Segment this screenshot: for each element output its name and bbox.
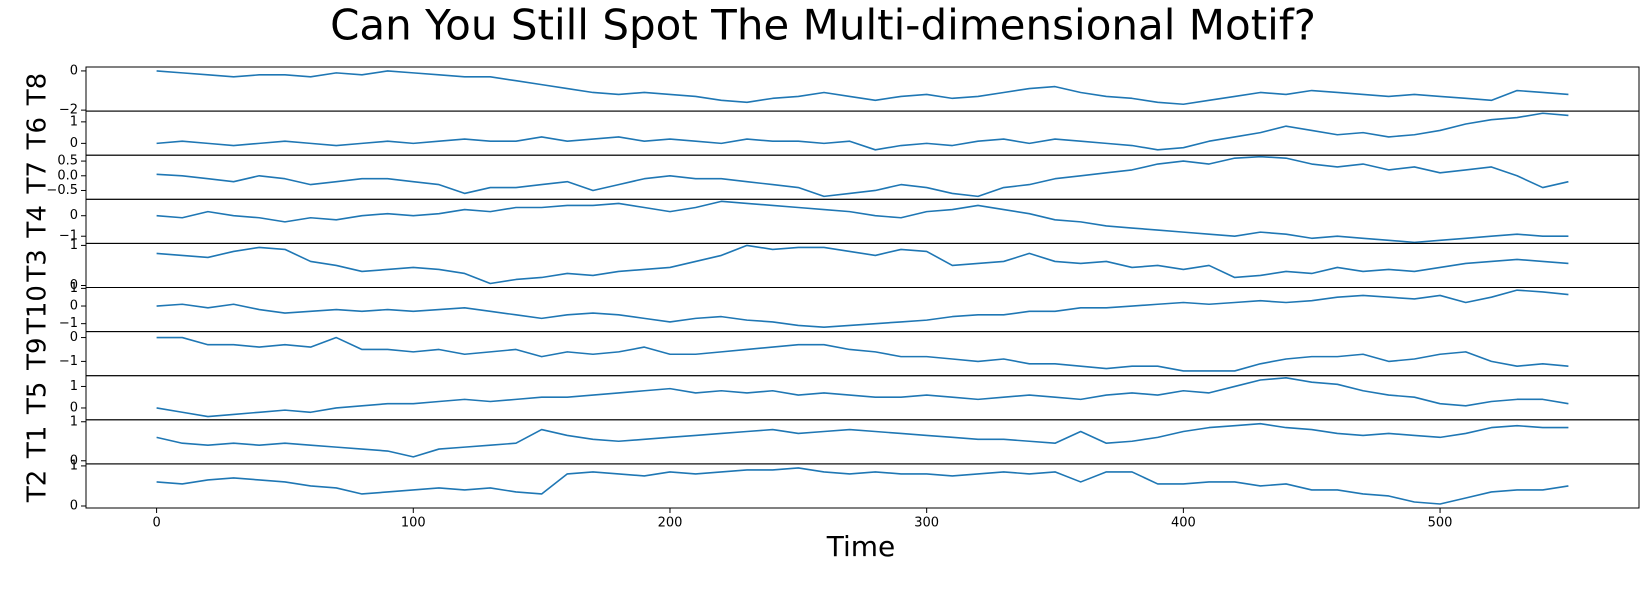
y-tick-label: 0 <box>70 63 78 78</box>
series-line <box>156 112 1569 151</box>
y-axis-label: T3 <box>23 249 53 282</box>
y-axis-label: T10 <box>23 285 53 335</box>
y-tick-label: 0 <box>70 453 78 468</box>
series-line <box>156 422 1569 458</box>
series-line <box>156 377 1569 418</box>
y-tick-label: 0 <box>70 136 78 151</box>
series-line <box>156 336 1569 372</box>
y-axis-label: T8 <box>23 73 53 106</box>
x-tick-label: 100 <box>401 516 426 531</box>
series-line <box>156 244 1569 285</box>
series-line <box>156 289 1569 328</box>
y-axis-label: T9 <box>23 337 53 370</box>
y-tick-label: −0.5 <box>46 183 78 198</box>
panel-frame <box>85 331 1640 377</box>
panel-frame <box>85 198 1640 244</box>
series-line <box>156 200 1569 244</box>
y-tick-label: 1 <box>70 114 78 129</box>
x-tick-label: 300 <box>914 516 939 531</box>
y-tick-label: 1 <box>70 379 78 394</box>
x-tick-label: 0 <box>152 516 160 531</box>
y-tick-label: 1 <box>70 414 78 429</box>
y-tick-label: 0 <box>70 330 78 345</box>
y-tick-label: 0.0 <box>57 168 78 183</box>
y-tick-label: −2 <box>59 103 78 118</box>
y-tick-label: 0 <box>70 498 78 513</box>
panel-frame <box>85 66 1640 112</box>
panel-frame <box>85 110 1640 156</box>
y-tick-label: 0 <box>70 208 78 223</box>
panel-frame <box>85 463 1640 509</box>
y-tick-label: 0 <box>70 278 78 293</box>
y-tick-label: 1 <box>70 458 78 473</box>
x-tick-label: 400 <box>1171 516 1196 531</box>
y-axis-label: T5 <box>23 382 53 415</box>
y-tick-label: −1 <box>59 316 78 331</box>
y-axis-label: T1 <box>23 426 53 459</box>
y-tick-label: 0 <box>70 299 78 314</box>
y-axis-label: T2 <box>23 470 53 503</box>
y-tick-label: −1 <box>59 229 78 244</box>
y-tick-label: −1 <box>59 354 78 369</box>
panel-frame <box>85 419 1640 465</box>
y-axis-label: T7 <box>23 161 53 194</box>
series-line <box>156 70 1569 106</box>
series-line <box>156 155 1569 198</box>
panel-frame <box>85 242 1640 288</box>
y-tick-label: 1 <box>70 238 78 253</box>
series-line <box>156 467 1569 505</box>
chart-title: Can You Still Spot The Multi-dimensional… <box>330 1 1316 50</box>
y-axis-label: T6 <box>23 117 53 150</box>
panel-frame <box>85 375 1640 421</box>
x-tick-label: 200 <box>658 516 683 531</box>
y-tick-label: 1 <box>70 281 78 296</box>
y-tick-label: 0 <box>70 400 78 415</box>
y-tick-label: 0.5 <box>57 154 78 169</box>
y-axis-label: T4 <box>23 205 53 238</box>
x-axis-label: Time <box>826 530 896 563</box>
x-tick-label: 500 <box>1428 516 1453 531</box>
